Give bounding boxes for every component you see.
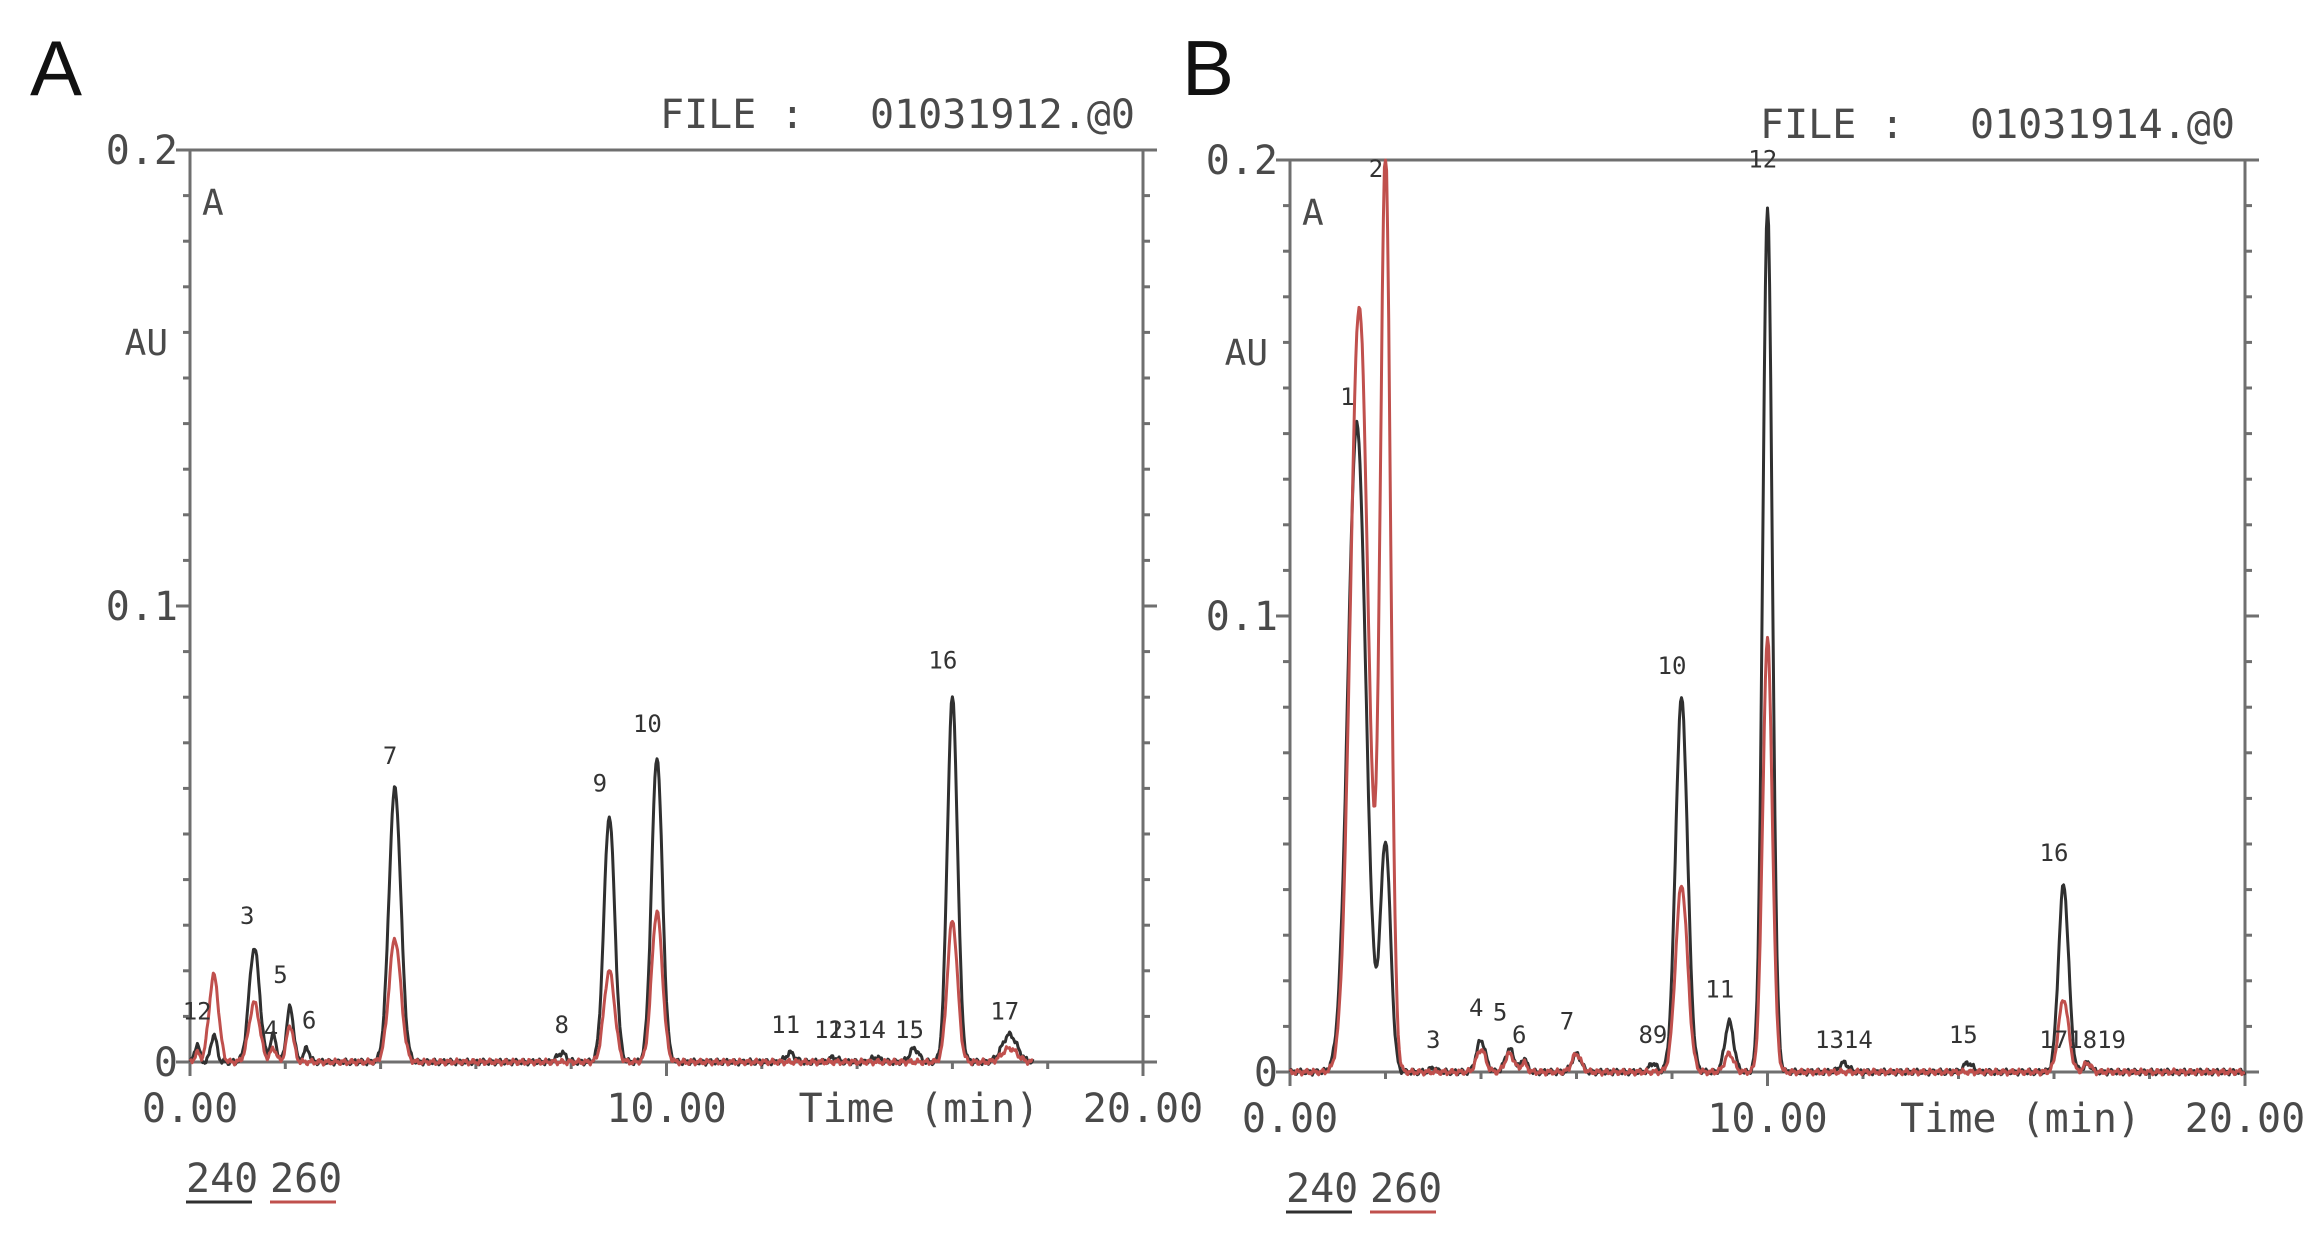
x-axis-label: Time (min) — [1900, 1096, 2141, 1142]
channel-label: A — [1302, 193, 1324, 234]
peak-label: 9 — [593, 770, 607, 798]
y-axis-label: AU — [125, 323, 168, 364]
peak-label: 3 — [240, 902, 254, 930]
peak-label: 3 — [1426, 1026, 1440, 1054]
peak-label: 6 — [302, 1007, 316, 1035]
y-tick-label: 0 — [154, 1040, 178, 1086]
x-tick-label: 10.00 — [606, 1086, 726, 1132]
peak-label: 10 — [1658, 652, 1687, 680]
peak-label: 16 — [2040, 839, 2069, 867]
peak-label: 17 — [990, 998, 1019, 1026]
peak-label: 11 — [771, 1011, 800, 1039]
plot-frame — [188, 148, 1145, 1064]
chromatogram-panel-b: 0 0.1 0.2 0.00 10.00 20.00 Time (min) AU A FILE :… — [1206, 102, 2305, 1214]
panel-letter-b: B — [1182, 24, 1234, 112]
file-name: 01031912.@0 — [870, 92, 1135, 138]
peak-label: 12 — [814, 1016, 843, 1044]
peak-label: 1 — [183, 998, 197, 1026]
peak-label: 89 — [1638, 1021, 1667, 1049]
y-tick-label: 0.2 — [1206, 138, 1278, 184]
peak-label: 8 — [554, 1011, 568, 1039]
file-name: 01031914.@0 — [1970, 102, 2235, 148]
file-label: FILE : — [1760, 102, 1905, 148]
peak-label: 4 — [264, 1016, 278, 1044]
x-axis-label: Time (min) — [799, 1086, 1040, 1132]
peak-label: 171819 — [2039, 1026, 2126, 1054]
x-tick-label: 0.00 — [1242, 1096, 1338, 1142]
legend-label-260: 260 — [1370, 1166, 1442, 1212]
y-tick-label: 0.1 — [1206, 594, 1278, 640]
x-tick-label: 0.00 — [142, 1086, 238, 1132]
peak-label: 15 — [895, 1016, 924, 1044]
peak-label: 1 — [1340, 383, 1354, 411]
peak-label: 11 — [1705, 976, 1734, 1004]
panel-letter-a: A — [30, 24, 82, 112]
file-label: FILE : — [660, 92, 805, 138]
x-tick-label: 20.00 — [1083, 1086, 1203, 1132]
y-tick-label: 0.1 — [106, 584, 178, 630]
peak-label: 10 — [633, 710, 662, 738]
plot-frame — [1288, 158, 2247, 1074]
peak-label: 1314 — [828, 1016, 886, 1044]
peak-label: 2 — [197, 998, 211, 1026]
trace-240 — [188, 695, 1035, 1067]
y-axis-label: AU — [1225, 333, 1268, 374]
peak-label: 16 — [928, 646, 957, 674]
y-tick-label: 0 — [1254, 1050, 1278, 1096]
peak-label: 6 — [1512, 1021, 1526, 1049]
peak-label: 12 — [1748, 146, 1777, 174]
chromatogram-panel-a: 0 0.1 0.2 0.00 10.00 20.00 Time (min) AU A FILE :… — [106, 92, 1203, 1204]
channel-label: A — [202, 183, 224, 224]
peak-label: 15 — [1949, 1021, 1978, 1049]
peak-label: 5 — [1493, 998, 1507, 1026]
peak-label: 5 — [273, 961, 287, 989]
peak-label: 4 — [1469, 994, 1483, 1022]
x-tick-label: 10.00 — [1707, 1096, 1827, 1142]
legend-label-260: 260 — [270, 1156, 342, 1202]
x-tick-label: 20.00 — [2185, 1096, 2305, 1142]
peak-label: 7 — [383, 742, 397, 770]
peak-label: 7 — [1560, 1008, 1574, 1036]
trace-260 — [188, 909, 1034, 1067]
trace-260 — [1288, 158, 2246, 1077]
legend-label-240: 240 — [1286, 1166, 1358, 1212]
legend-label-240: 240 — [186, 1156, 258, 1202]
peak-label: 2 — [1369, 155, 1383, 183]
y-tick-label: 0.2 — [106, 128, 178, 174]
peak-label: 1314 — [1815, 1026, 1873, 1054]
